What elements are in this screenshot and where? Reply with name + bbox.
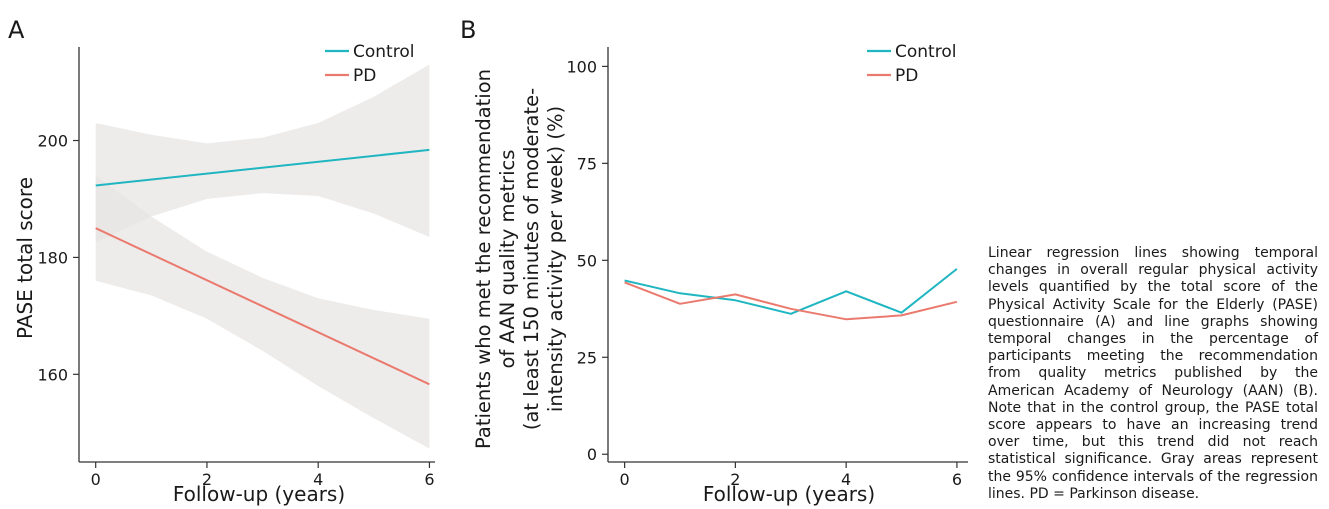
y-tick-label: 160 xyxy=(37,365,68,384)
series-line-pd xyxy=(95,227,430,386)
x-tick-label: 4 xyxy=(313,470,323,489)
series-line-pd xyxy=(624,281,958,321)
x-tick-label: 6 xyxy=(424,470,434,489)
panel-a-x-ticks: 0 2 4 6 xyxy=(91,462,435,489)
y-tick-label: 200 xyxy=(37,132,68,151)
x-tick-label: 2 xyxy=(202,470,212,489)
y-tick-label: 0 xyxy=(587,445,597,464)
x-tick-label: 4 xyxy=(841,470,851,489)
panel-b-x-axis-title: Follow-up (years) xyxy=(703,482,875,506)
x-tick-label: 2 xyxy=(730,470,740,489)
panel-b-y-axis-title-line-1: Patients who met the recommendation xyxy=(472,69,495,449)
ci-band-pd xyxy=(95,175,430,449)
y-tick-label: 100 xyxy=(566,57,597,76)
y-tick-label: 180 xyxy=(37,248,68,267)
y-tick-label: 75 xyxy=(577,154,597,173)
panel-b-y-axis-title-line-4: intensity activity per week) (%) xyxy=(544,106,567,412)
figure-caption: Linear regression lines showing temporal… xyxy=(988,245,1318,502)
x-tick-label: 6 xyxy=(952,470,962,489)
panel-a-ci-bands xyxy=(95,64,430,449)
panel-b-y-axis-title: Patients who met the recommendation of A… xyxy=(472,69,567,449)
panel-a-regression-chart: A 160 180 200 0 2 4 6 Follow-up (years) PASE … xyxy=(8,16,435,506)
y-tick-label: 25 xyxy=(577,348,597,367)
panel-b-line-chart: B 0 25 50 75 100 0 2 4 6 Follow-up (years) Pati… xyxy=(460,16,968,506)
x-tick-label: 0 xyxy=(91,470,101,489)
panel-b-x-ticks: 0 2 4 6 xyxy=(620,462,962,489)
panel-a-y-axis-title: PASE total score xyxy=(13,177,37,339)
panel-a-series-lines xyxy=(95,148,430,386)
panel-b-series-lines xyxy=(624,268,958,321)
panel-a-legend: Control PD xyxy=(325,42,414,86)
legend-label-control: Control xyxy=(353,42,414,62)
panel-a-x-axis-title: Follow-up (years) xyxy=(173,482,345,506)
panel-a-label: A xyxy=(8,16,25,44)
panel-b-legend: Control PD xyxy=(867,42,956,86)
panel-b-label: B xyxy=(460,16,476,44)
ci-band-control xyxy=(95,64,430,243)
series-line-control xyxy=(95,148,430,187)
panel-b-y-axis-title-line-3: (at least 150 minutes of moderate- xyxy=(520,88,543,430)
y-tick-label: 50 xyxy=(577,251,597,270)
legend-label-control: Control xyxy=(895,42,956,62)
series-line-control xyxy=(624,268,958,315)
panel-a-y-ticks: 160 180 200 xyxy=(37,132,79,384)
panel-b-y-axis-title-line-2: of AAN quality metrics xyxy=(496,150,519,369)
panel-b-y-ticks: 0 25 50 75 100 xyxy=(566,57,608,464)
legend-label-pd: PD xyxy=(353,66,376,86)
legend-label-pd: PD xyxy=(895,66,918,86)
x-tick-label: 0 xyxy=(620,470,630,489)
